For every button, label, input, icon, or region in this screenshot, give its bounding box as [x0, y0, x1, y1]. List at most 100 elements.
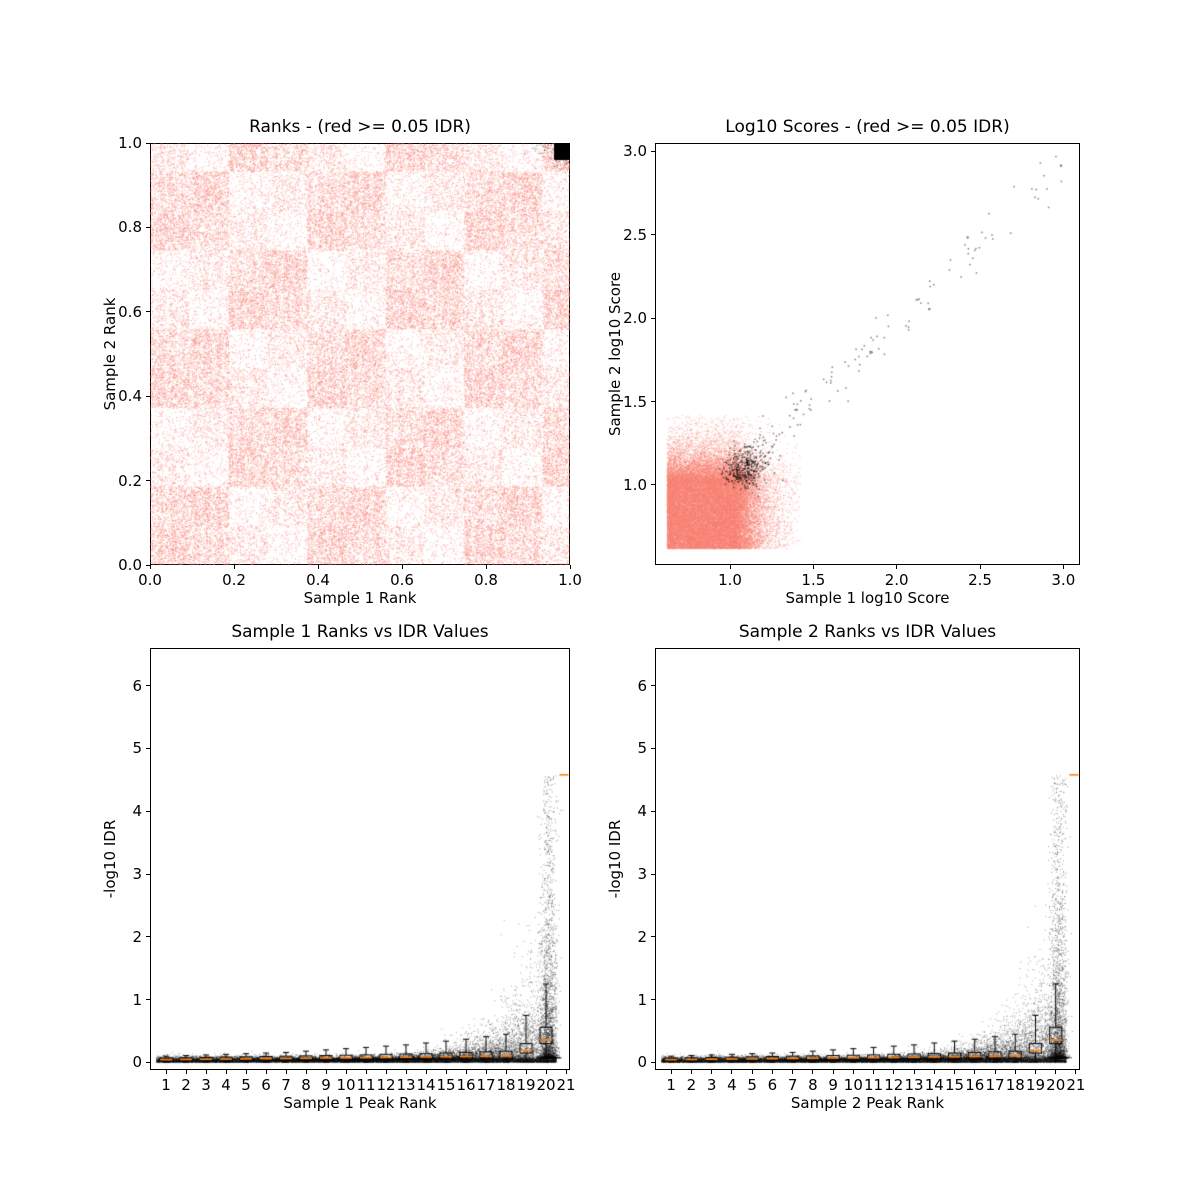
- x-tick-mark: [711, 1070, 713, 1074]
- sample1-rank-idr-title: Sample 1 Ranks vs IDR Values: [231, 622, 489, 642]
- x-tick-label: 13: [904, 1076, 924, 1094]
- x-tick-label: 15: [436, 1076, 456, 1094]
- x-tick-mark: [913, 1070, 915, 1074]
- y-tick-label: 2: [637, 927, 647, 946]
- x-tick-label: 8: [808, 1076, 818, 1094]
- x-tick-mark: [1055, 1070, 1057, 1074]
- x-tick-label: 20: [1046, 1076, 1066, 1094]
- y-tick-mark: [651, 317, 655, 319]
- x-tick-mark: [690, 1070, 692, 1074]
- y-tick-mark: [651, 484, 655, 486]
- x-tick-mark: [425, 1070, 427, 1074]
- x-tick-mark: [994, 1070, 996, 1074]
- y-tick-mark: [651, 401, 655, 403]
- x-tick-label: 1: [666, 1076, 676, 1094]
- x-tick-mark: [1075, 1070, 1077, 1074]
- x-tick-label: 1.0: [718, 571, 742, 589]
- x-tick-label: 14: [416, 1076, 436, 1094]
- y-tick-label: 3: [132, 865, 142, 884]
- y-tick-label: 6: [637, 676, 647, 695]
- y-tick-label: 1: [637, 990, 647, 1009]
- x-tick-mark: [893, 1070, 895, 1074]
- x-tick-label: 6: [261, 1076, 271, 1094]
- x-tick-mark: [751, 1070, 753, 1074]
- x-tick-mark: [401, 565, 403, 569]
- y-tick-mark: [146, 936, 150, 938]
- log10-scores-plot-xlabel: Sample 1 log10 Score: [785, 589, 950, 607]
- x-tick-mark: [1014, 1070, 1016, 1074]
- sample2-rank-idr-title: Sample 2 Ranks vs IDR Values: [738, 622, 997, 642]
- x-tick-mark: [445, 1070, 447, 1074]
- x-tick-mark: [325, 1070, 327, 1074]
- ranks-plot-title: Ranks - (red >= 0.05 IDR): [249, 117, 471, 137]
- x-tick-label: 0.0: [138, 571, 162, 589]
- x-tick-label: 11: [356, 1076, 376, 1094]
- x-tick-mark: [873, 1070, 875, 1074]
- x-tick-mark: [285, 1070, 287, 1074]
- x-tick-label: 9: [828, 1076, 838, 1094]
- x-tick-label: 1: [161, 1076, 171, 1094]
- sample2-rank-idr-xlabel: Sample 2 Peak Rank: [790, 1094, 945, 1112]
- x-tick-label: 18: [1005, 1076, 1025, 1094]
- sample1-rank-idr-ylabel: -log10 IDR: [101, 819, 119, 899]
- x-tick-mark: [205, 1070, 207, 1074]
- x-tick-mark: [405, 1070, 407, 1074]
- x-tick-label: 9: [321, 1076, 331, 1094]
- x-tick-label: 2.5: [968, 571, 992, 589]
- x-tick-label: 2.0: [884, 571, 909, 589]
- y-tick-mark: [651, 873, 655, 875]
- log10-scores-plot-title: Log10 Scores - (red >= 0.05 IDR): [725, 117, 1010, 137]
- y-tick-label: 4: [132, 802, 142, 821]
- x-tick-mark: [832, 1070, 834, 1074]
- y-tick-label: 6: [132, 676, 142, 695]
- x-tick-label: 18: [496, 1076, 516, 1094]
- x-tick-mark: [812, 565, 814, 569]
- ranks-plot-ylabel: Sample 2 Rank: [101, 297, 119, 411]
- x-tick-label: 15: [944, 1076, 965, 1094]
- x-tick-mark: [225, 1070, 227, 1074]
- y-tick-label: 0.4: [118, 387, 142, 406]
- x-tick-mark: [954, 1070, 956, 1074]
- x-tick-mark: [365, 1070, 367, 1074]
- x-tick-mark: [265, 1070, 267, 1074]
- x-tick-label: 6: [767, 1076, 778, 1094]
- sample2-rank-idr-ylabel: -log10 IDR: [606, 819, 624, 899]
- y-tick-mark: [651, 747, 655, 749]
- x-tick-label: 2: [686, 1076, 697, 1094]
- x-tick-label: 4: [727, 1076, 737, 1094]
- y-tick-mark: [146, 873, 150, 875]
- y-tick-label: 2.5: [623, 225, 647, 244]
- x-tick-label: 8: [301, 1076, 311, 1094]
- x-tick-label: 0.8: [474, 571, 498, 589]
- log10-scores-scatter-canvas: [655, 143, 1080, 565]
- y-tick-mark: [146, 480, 150, 482]
- y-tick-label: 1.0: [623, 475, 647, 494]
- y-tick-label: 2: [132, 927, 142, 946]
- x-tick-mark: [149, 565, 151, 569]
- x-tick-label: 5: [241, 1076, 251, 1094]
- x-tick-mark: [305, 1070, 307, 1074]
- x-tick-mark: [1034, 1070, 1036, 1074]
- x-tick-mark: [1062, 565, 1064, 569]
- x-tick-mark: [465, 1070, 467, 1074]
- x-tick-mark: [792, 1070, 794, 1074]
- x-tick-label: 21: [556, 1076, 576, 1094]
- y-tick-mark: [651, 810, 655, 812]
- x-tick-label: 12: [376, 1076, 396, 1094]
- x-tick-mark: [729, 565, 731, 569]
- x-tick-label: 1.5: [801, 571, 826, 589]
- x-tick-mark: [505, 1070, 507, 1074]
- y-tick-mark: [651, 150, 655, 152]
- x-tick-mark: [233, 565, 235, 569]
- y-tick-label: 3.0: [623, 142, 647, 161]
- x-tick-mark: [185, 1070, 187, 1074]
- x-tick-mark: [245, 1070, 247, 1074]
- x-tick-label: 19: [1025, 1076, 1046, 1094]
- y-tick-label: 0.8: [118, 218, 142, 237]
- x-tick-mark: [933, 1070, 935, 1074]
- x-tick-label: 11: [864, 1076, 884, 1094]
- x-tick-mark: [525, 1070, 527, 1074]
- x-tick-label: 17: [476, 1076, 496, 1094]
- y-tick-label: 0: [637, 1053, 647, 1072]
